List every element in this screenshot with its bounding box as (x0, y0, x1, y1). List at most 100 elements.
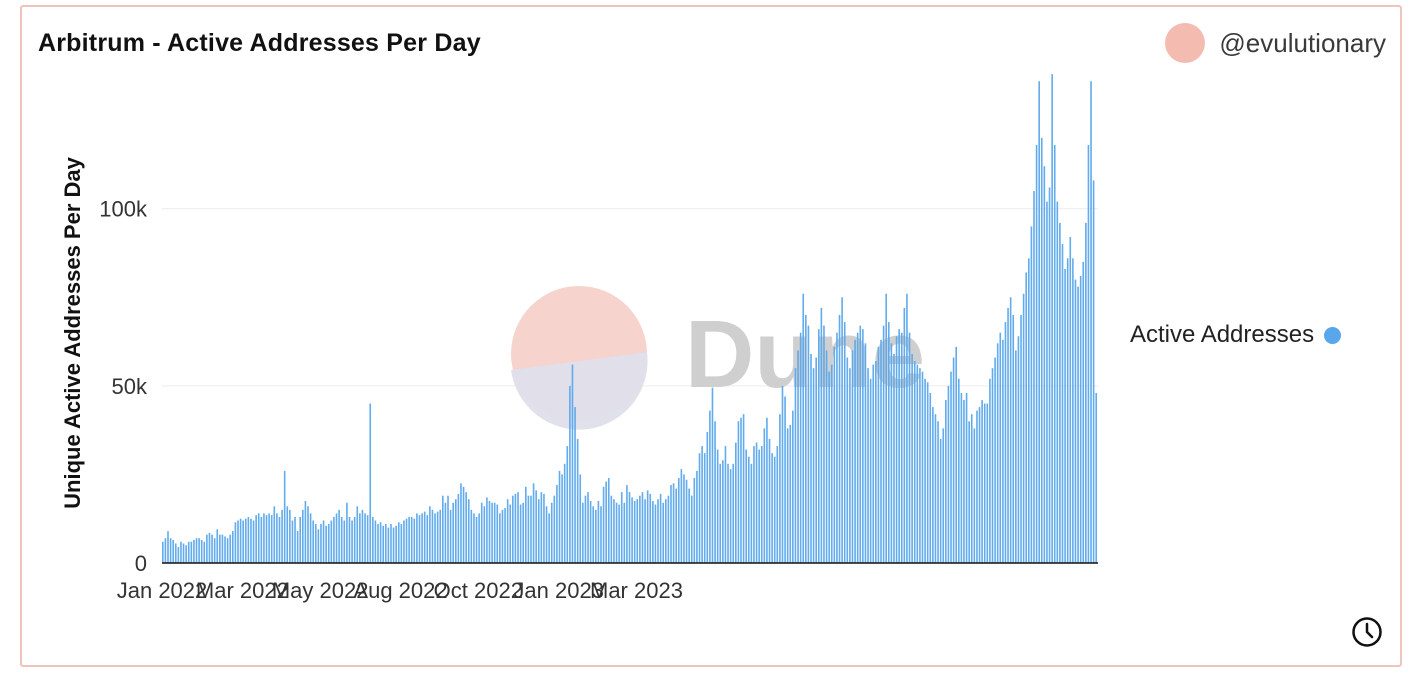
bar[interactable] (434, 513, 436, 563)
bar[interactable] (610, 495, 613, 563)
bar[interactable] (1012, 315, 1015, 563)
bar[interactable] (592, 506, 595, 563)
bar[interactable] (457, 493, 460, 563)
bar[interactable] (366, 515, 369, 563)
bar[interactable] (957, 378, 960, 563)
bar[interactable] (654, 504, 657, 563)
bar[interactable] (169, 538, 172, 563)
bar[interactable] (1090, 81, 1092, 564)
bar[interactable] (423, 511, 426, 563)
bar[interactable] (812, 368, 815, 563)
bar[interactable] (226, 538, 229, 563)
bar[interactable] (333, 516, 335, 563)
bar[interactable] (773, 456, 776, 563)
bar[interactable] (550, 502, 553, 563)
bar[interactable] (421, 513, 423, 563)
bar[interactable] (766, 417, 768, 563)
bar[interactable] (524, 486, 527, 563)
bar[interactable] (519, 504, 522, 563)
bar[interactable] (351, 520, 353, 563)
bar[interactable] (665, 499, 667, 563)
bar[interactable] (1085, 222, 1087, 563)
bar[interactable] (203, 541, 206, 563)
bar[interactable] (250, 518, 252, 563)
bar[interactable] (696, 470, 698, 563)
bar[interactable] (244, 518, 247, 563)
bar[interactable] (825, 350, 828, 563)
bar[interactable] (296, 531, 299, 563)
bar[interactable] (582, 502, 584, 563)
bar[interactable] (566, 446, 569, 563)
bar[interactable] (327, 524, 330, 563)
bar[interactable] (200, 539, 203, 563)
bar[interactable] (595, 509, 597, 563)
bar[interactable] (1046, 201, 1048, 563)
bar[interactable] (589, 501, 592, 563)
bar[interactable] (1035, 144, 1038, 563)
bar[interactable] (600, 506, 602, 563)
bar[interactable] (356, 506, 359, 563)
bar[interactable] (325, 525, 327, 563)
bar[interactable] (369, 403, 372, 563)
bar[interactable] (976, 410, 978, 563)
bar[interactable] (1004, 322, 1007, 563)
bar[interactable] (486, 497, 488, 563)
bar[interactable] (426, 515, 429, 563)
bar[interactable] (711, 387, 714, 563)
bar[interactable] (338, 509, 340, 563)
bar[interactable] (193, 539, 195, 563)
bar[interactable] (322, 520, 325, 563)
bar[interactable] (926, 382, 929, 563)
bar[interactable] (587, 492, 589, 563)
bar[interactable] (504, 508, 506, 563)
bar[interactable] (597, 501, 600, 563)
bar[interactable] (1040, 137, 1043, 564)
bar[interactable] (405, 518, 408, 563)
bar[interactable] (797, 350, 799, 563)
bar[interactable] (190, 541, 193, 563)
bar[interactable] (607, 477, 610, 563)
bar[interactable] (382, 525, 384, 563)
bar[interactable] (633, 501, 636, 563)
bar[interactable] (805, 315, 807, 563)
bar[interactable] (556, 485, 558, 563)
bar[interactable] (1002, 339, 1004, 563)
bar[interactable] (483, 506, 486, 563)
bar[interactable] (273, 506, 276, 563)
bar[interactable] (499, 513, 501, 563)
bar[interactable] (260, 516, 263, 563)
bar[interactable] (353, 516, 356, 563)
bar[interactable] (1025, 272, 1028, 563)
bar[interactable] (639, 495, 641, 563)
bar[interactable] (372, 516, 374, 563)
bar[interactable] (224, 536, 226, 563)
bar[interactable] (400, 524, 403, 563)
bar[interactable] (247, 516, 250, 563)
bar[interactable] (172, 539, 174, 563)
bar[interactable] (208, 532, 211, 563)
bar[interactable] (916, 364, 919, 563)
bar[interactable] (906, 293, 908, 563)
bar[interactable] (467, 499, 470, 563)
bar[interactable] (882, 325, 885, 563)
bar[interactable] (506, 499, 509, 563)
bar[interactable] (540, 492, 543, 563)
bar[interactable] (512, 495, 514, 563)
bar[interactable] (1030, 226, 1033, 563)
bar[interactable] (211, 534, 213, 563)
bar[interactable] (626, 485, 628, 563)
bar[interactable] (815, 357, 817, 563)
bar[interactable] (859, 325, 862, 563)
bar[interactable] (395, 525, 397, 563)
bar[interactable] (688, 488, 690, 563)
bar[interactable] (543, 493, 545, 563)
bar[interactable] (742, 414, 745, 563)
bar[interactable] (869, 378, 872, 563)
bar[interactable] (760, 446, 763, 563)
bar[interactable] (960, 392, 963, 563)
bar[interactable] (810, 353, 812, 563)
bar[interactable] (569, 385, 571, 563)
bar[interactable] (579, 474, 582, 563)
bar[interactable] (978, 407, 981, 563)
bar[interactable] (1009, 297, 1012, 563)
